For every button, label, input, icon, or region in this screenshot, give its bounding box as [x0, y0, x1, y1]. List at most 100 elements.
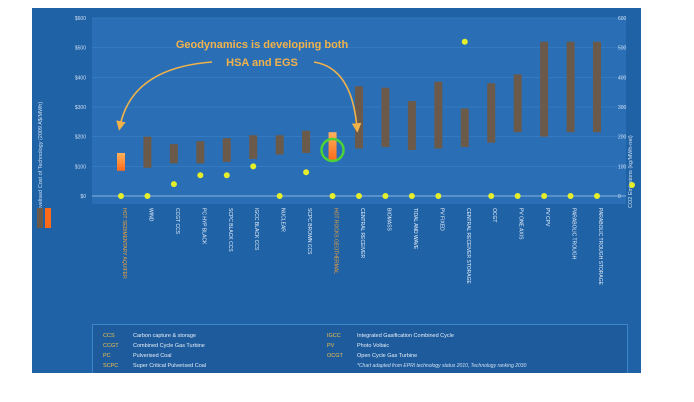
emission-point	[488, 193, 495, 199]
chart-canvas: $0 $100 $200 $300 $400 $500 $600 0 100 200 300 400…	[37, 16, 635, 286]
annotation-arrow-left	[116, 61, 213, 131]
category-label: WIND	[147, 208, 153, 222]
legend-point-swatch	[629, 182, 635, 188]
legend-source-note: *Chart adapted from EPRI technology stat…	[357, 363, 527, 369]
y-axis-left-ticks: $0 $100 $200 $300 $400 $500 $600	[75, 16, 86, 200]
bar	[169, 144, 178, 164]
legend-swatch-orange	[45, 208, 51, 228]
bar	[222, 138, 231, 162]
emission-point	[514, 193, 521, 199]
emission-point	[329, 193, 336, 199]
emission-point	[276, 193, 283, 199]
emission-point	[170, 181, 177, 188]
legend-abbreviation: SCPC	[103, 363, 119, 369]
legend-swatches	[37, 182, 635, 228]
emission-point	[461, 38, 468, 45]
category-label: CCGT CCS	[174, 208, 180, 235]
bar	[249, 135, 258, 159]
y-axis-right-title: CO2 Emissions (kg/MWh-net)	[628, 135, 634, 208]
y-left-tick-label: $300	[75, 105, 86, 111]
bar	[593, 41, 601, 133]
bar	[196, 141, 205, 164]
legend-definition: Combined Cycle Gas Turbine	[133, 343, 205, 349]
emission-point	[118, 193, 124, 199]
y-right-tick-label: 500	[618, 46, 627, 52]
y-right-tick-label: 200	[618, 135, 627, 141]
emission-point	[408, 193, 415, 199]
bar	[566, 41, 575, 133]
y-left-tick-label: $500	[75, 46, 86, 52]
emission-point	[356, 193, 362, 199]
legend-definition: Carbon capture & storage	[133, 333, 196, 339]
bar	[407, 101, 416, 151]
y-left-tick-label: $400	[75, 75, 86, 81]
y-axis-right-ticks: 0 100 200 300 400 500 600	[618, 16, 627, 200]
legend-swatch-brown	[37, 208, 43, 228]
highlight-circle	[320, 137, 345, 163]
legend-abbreviation: CCGT	[103, 343, 119, 349]
bar-highlight	[328, 132, 337, 161]
annotation-arrow-right	[313, 61, 362, 133]
point-series	[118, 38, 600, 199]
category-label: PV FIXED	[438, 208, 444, 231]
y-right-tick-label: 100	[618, 164, 627, 170]
y-right-tick-label: 400	[618, 75, 627, 81]
category-label: PV CPV	[544, 208, 550, 227]
emission-point	[223, 172, 230, 179]
bar	[540, 41, 549, 137]
bar	[275, 135, 284, 155]
legend-definition: Integrated Gasification Combined Cycle	[357, 333, 454, 339]
emission-point	[382, 193, 389, 199]
emission-point	[197, 172, 204, 179]
y-right-tick-label: 0	[618, 194, 621, 200]
legend-definition: Open Cycle Gas Turbine	[357, 353, 418, 359]
category-label: HOT ROCKS GEOTHERMAL	[333, 208, 339, 274]
category-label: PV ONE AXIS	[518, 208, 524, 240]
bar	[355, 86, 363, 149]
emission-point	[250, 163, 257, 170]
y-axis-left-title: Levelised Cost of Technology (2009 A$/MW…	[38, 102, 44, 213]
chart-slide: $0 $100 $200 $300 $400 $500 $600 0 100 200 300 400…	[32, 8, 641, 373]
bar	[487, 83, 496, 143]
category-label: PC HYP BLACK	[200, 208, 206, 245]
bar-series	[117, 41, 601, 171]
category-label: PARABOLIC TROUGH STORAGE	[597, 208, 603, 286]
bar	[381, 87, 390, 148]
legend-abbreviation: OCGT	[327, 353, 343, 359]
bar	[434, 81, 443, 149]
bar	[460, 108, 469, 148]
category-label: PARABOLIC TROUGH	[571, 208, 577, 260]
category-label: SCPC BROWN CCS	[306, 208, 312, 255]
bar	[513, 74, 522, 133]
annotation: Geodynamics is developing both HSA and EG…	[116, 39, 362, 133]
annotation-line-2: HSA and EGS	[226, 57, 298, 69]
category-label: OCGT	[491, 208, 497, 222]
category-label: SCPC BLACK CCS	[227, 208, 233, 252]
category-label: CENTRAL RECEIVER STORAGE	[465, 208, 471, 285]
category-label: BIOMASS	[385, 208, 391, 231]
x-axis-category-labels: HOT SEDIMENTARY AQUIFER WIND CCGT CCS PC HY…	[121, 208, 603, 286]
category-label: IGCC BLACK CCS	[253, 208, 259, 251]
y-left-tick-label: $200	[75, 135, 86, 141]
annotation-line-1: Geodynamics is developing both	[176, 39, 349, 51]
y-left-tick-label: $0	[80, 194, 86, 200]
emission-point	[541, 193, 548, 199]
legend-abbreviation: IGCC	[327, 333, 341, 339]
bar	[302, 130, 311, 153]
emission-point	[594, 193, 600, 199]
category-label: CENTRAL RECEIVER	[359, 208, 365, 258]
bar-highlight	[117, 152, 125, 171]
legend-abbreviation: PC	[103, 353, 111, 359]
legend-abbreviation: PV	[327, 343, 335, 349]
emission-point	[144, 193, 151, 199]
bar	[143, 136, 152, 168]
legend-abbreviation: CCS	[103, 333, 115, 339]
emission-point	[303, 169, 310, 176]
legend-definition: Pulverised Coal	[133, 353, 172, 359]
legend-definition: Super Critical Pulverised Coal	[133, 363, 207, 369]
y-right-tick-label: 600	[618, 16, 627, 22]
category-label: TIDAL AND WAVE	[412, 208, 418, 250]
y-left-tick-label: $600	[75, 16, 86, 22]
y-right-tick-label: 300	[618, 105, 627, 111]
y-left-tick-label: $100	[75, 164, 86, 170]
